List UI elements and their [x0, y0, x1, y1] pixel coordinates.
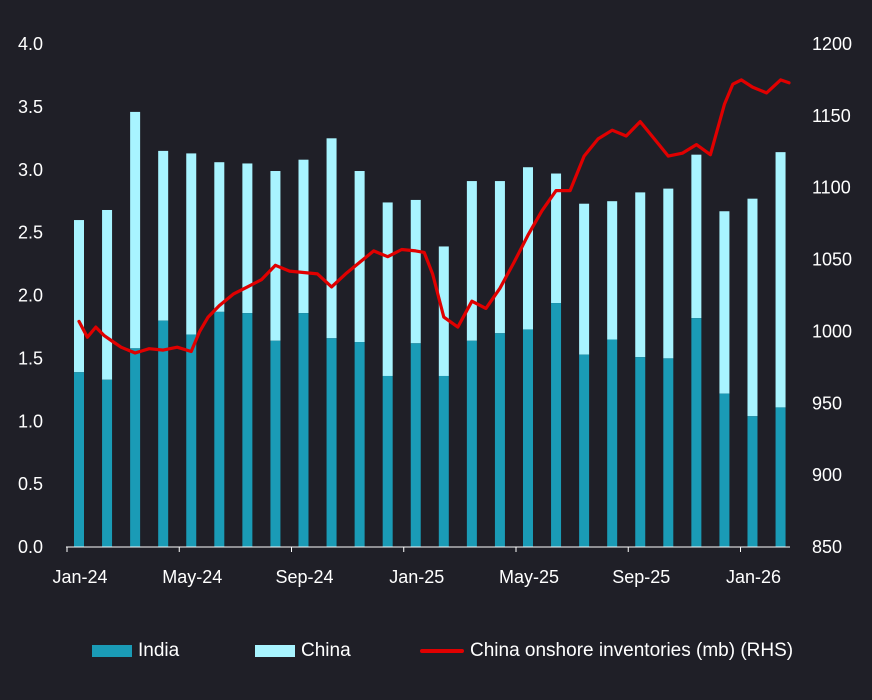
bar-china: [74, 220, 84, 373]
bar-india: [719, 393, 730, 547]
bar-china: [298, 159, 309, 314]
bar-china: [691, 154, 702, 319]
bar-china: [579, 203, 590, 355]
bar-series: [74, 111, 786, 547]
bar-india: [326, 338, 337, 547]
legend: India China China onshore inventories (m…: [0, 640, 872, 670]
bar-china: [130, 111, 141, 349]
bar-china: [214, 162, 225, 312]
legend-swatch-china: [255, 645, 295, 657]
bar-india: [466, 340, 477, 547]
bar-china: [663, 188, 674, 359]
bar-india: [663, 358, 674, 547]
bar-india: [635, 357, 646, 547]
right-tick-label: 1000: [812, 321, 852, 341]
bar-india: [551, 303, 562, 547]
bar-china: [466, 181, 477, 341]
bar-india: [158, 320, 169, 547]
bar-china: [551, 173, 562, 304]
bar-india: [382, 375, 393, 547]
right-tick-label: 1050: [812, 250, 852, 270]
bar-india: [691, 318, 702, 547]
inventory-line-series: [77, 78, 791, 355]
bar-china: [326, 138, 337, 339]
left-tick-label: 0.0: [18, 537, 43, 557]
bar-india: [186, 334, 197, 547]
bar-china: [635, 192, 646, 358]
left-tick-label: 1.0: [18, 411, 43, 431]
bar-india: [270, 340, 281, 547]
bar-china: [775, 152, 786, 408]
bar-india: [410, 343, 421, 547]
legend-item-india: India: [92, 640, 179, 662]
right-tick-label: 1150: [812, 106, 851, 126]
bar-india: [74, 372, 84, 547]
bar-china: [186, 153, 197, 335]
legend-label-india: India: [138, 640, 180, 661]
x-tick-label: Jan-26: [726, 567, 781, 587]
left-tick-label: 3.0: [18, 160, 43, 180]
legend-item-inventories: China onshore inventories (mb) (RHS): [420, 640, 793, 662]
bar-india: [242, 313, 253, 547]
bar-india: [607, 339, 618, 547]
legend-item-china: China: [255, 640, 351, 662]
bar-china: [522, 167, 533, 330]
bar-china: [270, 171, 281, 341]
bar-india: [438, 375, 449, 547]
bar-india: [130, 348, 141, 547]
x-tick-label: May-25: [499, 567, 559, 587]
bar-india: [522, 329, 533, 547]
bar-china: [410, 199, 421, 344]
bar-china: [158, 150, 169, 321]
x-tick-label: Jan-24: [52, 567, 107, 587]
bar-india: [579, 354, 590, 547]
bar-india: [354, 342, 365, 547]
bar-china: [747, 198, 758, 417]
x-tick-label: Jan-25: [389, 567, 444, 587]
right-tick-label: 1200: [812, 34, 852, 54]
right-tick-label: 950: [812, 393, 842, 413]
bar-china: [102, 209, 113, 380]
legend-label-inventories: China onshore inventories (mb) (RHS): [470, 640, 794, 661]
left-tick-label: 1.5: [18, 348, 43, 368]
x-tick-label: May-24: [162, 567, 222, 587]
left-tick-label: 2.0: [18, 286, 43, 306]
chart-canvas: 0.0 0.5 1.0 1.5 2.0 2.5 3.0 3.5 4.0 850 900 950 100…: [18, 34, 852, 587]
bar-india: [298, 313, 309, 547]
bar-china: [242, 163, 253, 314]
right-axis: 850 900 950 1000 1050 1100 1150 1200: [812, 34, 852, 557]
right-tick-label: 900: [812, 465, 842, 485]
left-tick-label: 4.0: [18, 34, 43, 54]
right-tick-label: 1100: [812, 178, 851, 198]
bar-india: [214, 311, 225, 547]
left-axis: 0.0 0.5 1.0 1.5 2.0 2.5 3.0 3.5 4.0: [18, 34, 43, 557]
bar-china: [354, 171, 365, 343]
bar-china: [607, 201, 618, 340]
legend-swatch-india: [92, 645, 132, 657]
x-axis: Jan-24 May-24 Sep-24 Jan-25 May-25 Sep-25 Jan-…: [52, 546, 790, 587]
legend-label-china: China: [301, 640, 351, 661]
left-tick-label: 0.5: [18, 474, 43, 494]
line-inventories: [77, 78, 791, 355]
x-tick-label: Sep-25: [612, 567, 670, 587]
bar-china: [382, 202, 393, 376]
left-tick-label: 3.5: [18, 97, 43, 117]
bar-india: [102, 379, 113, 547]
bar-china: [494, 181, 505, 334]
x-tick-label: Sep-24: [275, 567, 333, 587]
bar-china: [719, 211, 730, 394]
bar-india: [747, 416, 758, 547]
left-tick-label: 2.5: [18, 223, 43, 243]
bar-india: [494, 333, 505, 547]
legend-swatch-inventories: [420, 649, 464, 653]
right-tick-label: 850: [812, 537, 842, 557]
bar-india: [775, 407, 786, 547]
